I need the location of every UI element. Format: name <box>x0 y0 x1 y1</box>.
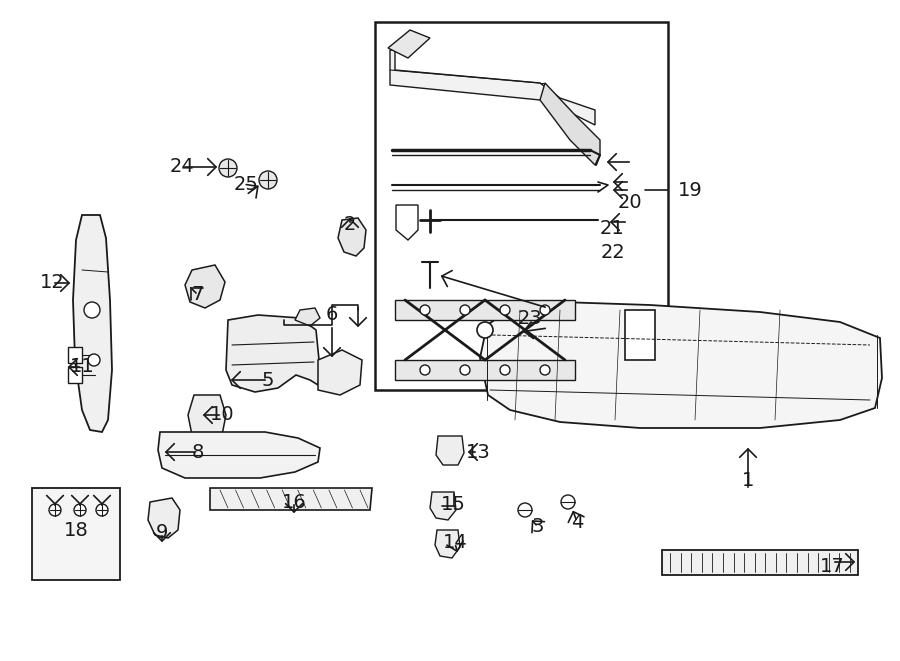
Text: 21: 21 <box>599 219 625 237</box>
Text: 14: 14 <box>443 533 467 553</box>
Polygon shape <box>395 360 575 380</box>
Circle shape <box>49 504 61 516</box>
Text: 8: 8 <box>192 442 204 461</box>
Text: 9: 9 <box>156 524 168 543</box>
Polygon shape <box>435 530 460 558</box>
Text: 17: 17 <box>820 557 844 576</box>
Polygon shape <box>295 308 320 326</box>
Circle shape <box>460 305 470 315</box>
Circle shape <box>84 302 100 318</box>
Polygon shape <box>188 395 226 442</box>
Polygon shape <box>73 215 112 432</box>
Circle shape <box>518 503 532 517</box>
Polygon shape <box>185 265 225 308</box>
Text: 18: 18 <box>64 520 88 539</box>
Circle shape <box>259 171 277 189</box>
Text: 15: 15 <box>441 496 465 514</box>
Circle shape <box>96 504 108 516</box>
Polygon shape <box>318 350 362 395</box>
Polygon shape <box>158 432 320 478</box>
Polygon shape <box>32 488 120 580</box>
Text: 7: 7 <box>192 286 204 305</box>
Text: 1: 1 <box>742 471 754 490</box>
Circle shape <box>540 365 550 375</box>
Polygon shape <box>388 30 430 58</box>
Text: 5: 5 <box>262 371 274 389</box>
Text: 25: 25 <box>234 176 258 194</box>
Text: 4: 4 <box>571 512 583 531</box>
Polygon shape <box>625 310 655 360</box>
Circle shape <box>74 504 86 516</box>
Text: 3: 3 <box>532 518 544 537</box>
Circle shape <box>477 322 493 338</box>
Circle shape <box>219 159 237 177</box>
Text: 23: 23 <box>518 309 543 327</box>
Polygon shape <box>338 218 366 256</box>
Bar <box>375 22 668 390</box>
Polygon shape <box>395 300 575 320</box>
Circle shape <box>460 365 470 375</box>
Text: 20: 20 <box>617 192 643 212</box>
Text: 13: 13 <box>465 442 491 461</box>
Polygon shape <box>226 315 320 392</box>
Polygon shape <box>68 347 82 363</box>
Circle shape <box>420 365 430 375</box>
Text: 24: 24 <box>169 157 194 176</box>
Text: 12: 12 <box>40 274 65 293</box>
Text: 19: 19 <box>678 180 702 200</box>
Text: 11: 11 <box>69 358 94 377</box>
Polygon shape <box>390 50 595 125</box>
Polygon shape <box>68 367 82 383</box>
Text: 2: 2 <box>344 215 356 235</box>
Polygon shape <box>430 492 456 520</box>
Text: 10: 10 <box>210 405 234 424</box>
Circle shape <box>500 305 510 315</box>
Circle shape <box>88 354 100 366</box>
Circle shape <box>540 305 550 315</box>
Circle shape <box>561 495 575 509</box>
Circle shape <box>500 365 510 375</box>
Polygon shape <box>480 302 882 428</box>
Text: 22: 22 <box>600 243 626 262</box>
Polygon shape <box>210 488 372 510</box>
Polygon shape <box>540 83 600 165</box>
Text: 16: 16 <box>282 492 306 512</box>
Polygon shape <box>148 498 180 538</box>
Polygon shape <box>436 436 464 465</box>
Circle shape <box>420 305 430 315</box>
Polygon shape <box>662 550 858 575</box>
Text: 6: 6 <box>326 305 338 325</box>
Polygon shape <box>396 205 418 240</box>
